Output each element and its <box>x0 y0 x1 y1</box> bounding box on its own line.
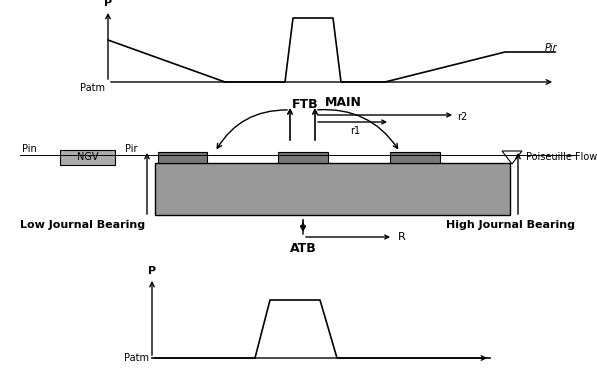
Text: Poiseuille Flow: Poiseuille Flow <box>526 152 597 163</box>
Polygon shape <box>502 151 522 164</box>
Text: Low Journal Bearing: Low Journal Bearing <box>20 220 145 230</box>
Bar <box>278 152 328 163</box>
Text: R: R <box>398 232 406 242</box>
Bar <box>390 152 440 163</box>
Text: r2: r2 <box>457 112 467 122</box>
Text: Pin: Pin <box>22 144 37 154</box>
Text: Patm: Patm <box>124 353 149 363</box>
Text: P: P <box>104 0 112 8</box>
Text: r1: r1 <box>350 126 360 136</box>
Text: P: P <box>148 266 156 276</box>
Text: MAIN: MAIN <box>325 96 362 110</box>
Text: Patm: Patm <box>80 83 105 93</box>
Text: Pir: Pir <box>545 43 558 53</box>
Text: NGV: NGV <box>77 152 99 163</box>
Bar <box>158 152 207 163</box>
Text: ATB: ATB <box>290 242 316 255</box>
Bar <box>60 150 115 165</box>
Text: FTB: FTB <box>292 98 318 111</box>
Text: Pir: Pir <box>125 144 137 154</box>
Bar <box>155 163 510 215</box>
Text: High Journal Bearing: High Journal Bearing <box>446 220 575 230</box>
